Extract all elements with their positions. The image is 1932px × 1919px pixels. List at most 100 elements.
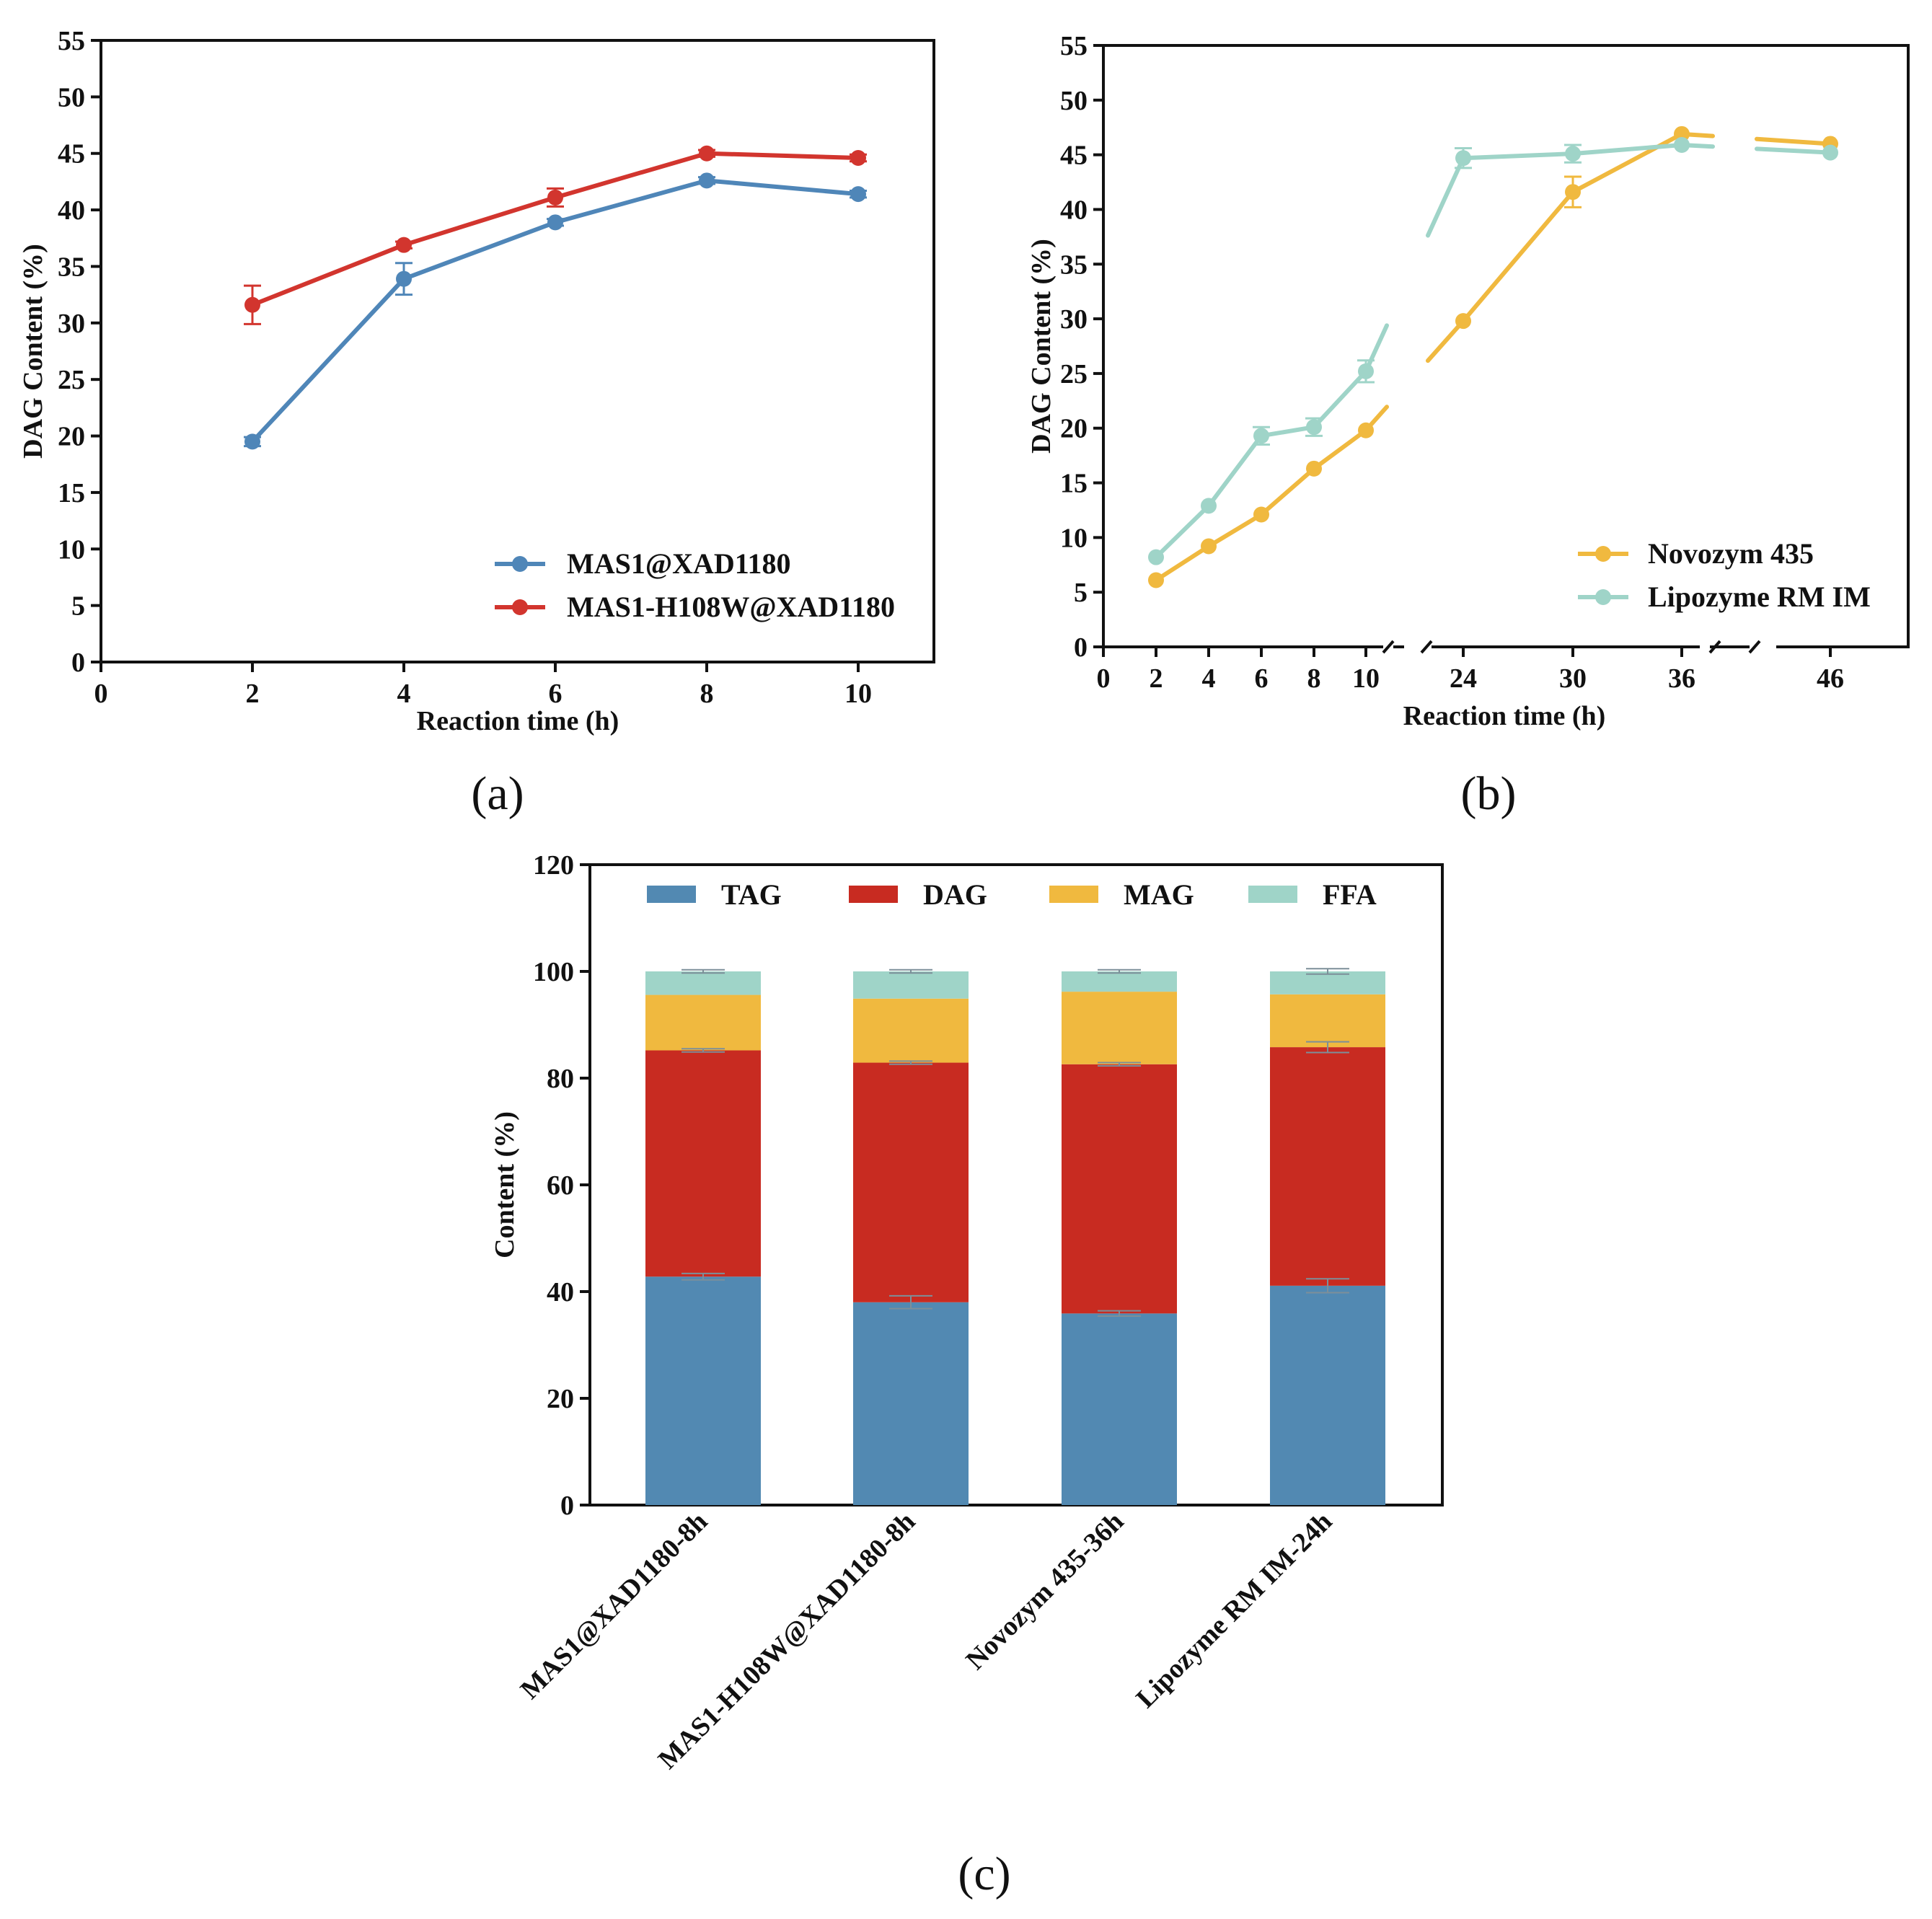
- panel-c-y-tick-label: 0: [560, 1491, 574, 1521]
- panel-c-bar-ffa: [645, 971, 761, 995]
- panel-b-x-tick-label: 30: [1559, 663, 1587, 694]
- panel-b-axis-break-2a: [1708, 640, 1721, 654]
- panel-b-y-tick-label: 15: [1060, 469, 1088, 499]
- panel-b-x-tick-label: 2: [1150, 663, 1163, 694]
- panel-b-x-tick-label: 6: [1255, 663, 1269, 694]
- panel-c-error-bar: [1098, 1310, 1141, 1318]
- panel-b-point: [1674, 136, 1690, 153]
- panel-c-y-tick-label: 20: [547, 1384, 574, 1414]
- panel-a-y-tick-label: 20: [58, 422, 85, 452]
- panel-b-series-2: [1148, 136, 1838, 565]
- panel-c-y-axis-title: Content (%): [490, 1111, 520, 1258]
- panel-c-y-tick-label: 120: [533, 850, 574, 881]
- panel-b-line-segment: [1426, 319, 1465, 363]
- panel-b-legend-marker-1: [1595, 546, 1611, 562]
- panel-c-bar-dag: [853, 1062, 969, 1302]
- panel-a-x-tick-label: 8: [700, 679, 714, 709]
- panel-c-legend-label: TAG: [721, 878, 782, 911]
- panel-b-y-axis-title: DAG Content (%): [1026, 239, 1057, 454]
- panel-a-x-tick-label: 6: [549, 679, 563, 709]
- panel-b-point: [1822, 144, 1838, 161]
- panel-c-y-axis: 0 20 40 60 80 100 120: [533, 850, 590, 1521]
- panel-b-y-tick-label: 25: [1060, 359, 1088, 389]
- panel-a-legend-label-2: MAS1-H108W@XAD1180: [567, 591, 895, 623]
- panel-b-y-tick-label: 30: [1060, 304, 1088, 335]
- panel-c-error-bar: [1098, 969, 1141, 974]
- panel-b-axis-break-2b: [1748, 640, 1761, 654]
- panel-b-point: [1201, 498, 1217, 514]
- panel-a-point: [547, 189, 563, 206]
- panel-b-line-segment: [1207, 433, 1263, 508]
- panel-a-legend-item-1: MAS1@XAD1180: [495, 547, 791, 580]
- panel-a-y-tick-label: 40: [58, 195, 85, 226]
- panel-c-y-tick-label: 80: [547, 1064, 574, 1094]
- panel-b-point: [1455, 313, 1471, 330]
- panel-c-legend-item-3: MAG: [1049, 878, 1194, 911]
- panel-c-legend-label: FFA: [1323, 878, 1377, 911]
- panel-b-x-tick-label: 24: [1450, 663, 1477, 694]
- panel-b-legend-marker-2: [1595, 589, 1611, 605]
- panel-c-bar-mag: [853, 998, 969, 1063]
- panel-b-legend-item-2: Lipozyme RM IM: [1578, 581, 1871, 613]
- panel-a-label: (a): [471, 767, 524, 820]
- panel-b-x-axis: 0 2 4 6 8 10 24 30 36 46: [1097, 647, 1844, 694]
- panel-c: 0 20 40 60 80 100 120 MAS1@XAD1180-8hMAS1-H108…: [490, 850, 1444, 1900]
- panel-a-series: [244, 145, 867, 450]
- panel-c-bar-stack-1: [645, 969, 761, 1505]
- panel-a-y-tick-label: 50: [58, 82, 85, 113]
- panel-c-bar-dag: [1270, 1047, 1385, 1286]
- panel-c-error-bar: [1306, 968, 1349, 975]
- panel-b-series-1: [1148, 125, 1838, 588]
- panel-b-label: (b): [1461, 767, 1517, 820]
- panel-b-point: [1306, 419, 1322, 436]
- panel-c-bar-mag: [645, 994, 761, 1051]
- panel-c-legend-label: DAG: [923, 878, 987, 911]
- panel-c-error-bar: [1306, 1278, 1349, 1294]
- panel-c-legend-swatch: [1248, 886, 1297, 903]
- panel-b-x-axis-title: Reaction time (h): [1403, 701, 1606, 731]
- panel-c-error-bar: [682, 1272, 725, 1281]
- panel-b-line-segment: [1755, 136, 1832, 146]
- panel-c-bar-stack-4: [1270, 968, 1385, 1505]
- panel-a-x-axis: 0 2 4 6 8 10: [94, 662, 872, 709]
- panel-b-point: [1253, 506, 1269, 523]
- panel-c-error-bar: [682, 1048, 725, 1053]
- panel-c-error-bar: [889, 969, 932, 974]
- panel-c-x-tick-label: Novozym 435-36h: [960, 1506, 1129, 1676]
- panel-c-x-tick-label: Lipozyme RM IM-24h: [1130, 1506, 1338, 1714]
- panel-b-point: [1148, 572, 1164, 588]
- panel-c-error-bar: [1306, 1041, 1349, 1054]
- panel-c-bar-stack-2: [853, 969, 969, 1505]
- panel-a-point: [244, 296, 260, 313]
- panel-b-y-tick-label: 55: [1060, 31, 1088, 61]
- panel-a-x-tick-label: 2: [246, 679, 260, 709]
- panel-c-legend-item-2: DAG: [849, 878, 987, 911]
- panel-a-plot-frame: [100, 39, 935, 663]
- panel-b-point: [1201, 538, 1217, 555]
- panel-b-plot-frame: [1103, 44, 1910, 648]
- panel-a: 0 5 10 15 20 25 30 35 40 45 50 55 0 2 4 6 8 10 Reaction …: [18, 26, 935, 820]
- panel-c-legend-label: MAG: [1124, 878, 1194, 911]
- panel-c-y-tick-label: 60: [547, 1170, 574, 1201]
- panel-c-bar-tag: [1270, 1285, 1385, 1505]
- panel-b-line-segment: [1154, 544, 1211, 583]
- panel-b-line-segment: [1259, 466, 1316, 517]
- panel-a-legend-label-1: MAS1@XAD1180: [567, 547, 791, 580]
- panel-c-error-bar: [682, 969, 725, 974]
- panel-b-y-tick-label: 5: [1074, 578, 1088, 608]
- panel-b-line-segment: [1426, 156, 1465, 238]
- panel-b-legend: Novozym 435 Lipozyme RM IM: [1578, 537, 1871, 613]
- panel-b-x-tick-label: 10: [1352, 663, 1380, 694]
- panel-c-bars: [645, 968, 1385, 1505]
- panel-c-y-tick-label: 40: [547, 1277, 574, 1307]
- panel-a-y-tick-label: 35: [58, 252, 85, 282]
- panel-c-legend-swatch: [1049, 886, 1098, 903]
- panel-b-line-segment: [1154, 503, 1211, 560]
- panel-b-x-tick-label: 8: [1307, 663, 1321, 694]
- panel-c-error-bar: [889, 1060, 932, 1065]
- panel-c-legend: TAG DAG MAG FFA: [647, 878, 1377, 911]
- panel-a-legend-marker-1: [512, 556, 528, 572]
- panel-a-point: [699, 145, 715, 162]
